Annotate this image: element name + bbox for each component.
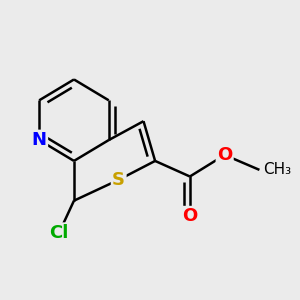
Text: S: S <box>112 171 125 189</box>
Text: N: N <box>32 131 47 149</box>
Text: O: O <box>182 207 197 225</box>
Text: O: O <box>217 146 232 164</box>
Text: Cl: Cl <box>50 224 69 242</box>
Text: CH₃: CH₃ <box>263 162 291 177</box>
